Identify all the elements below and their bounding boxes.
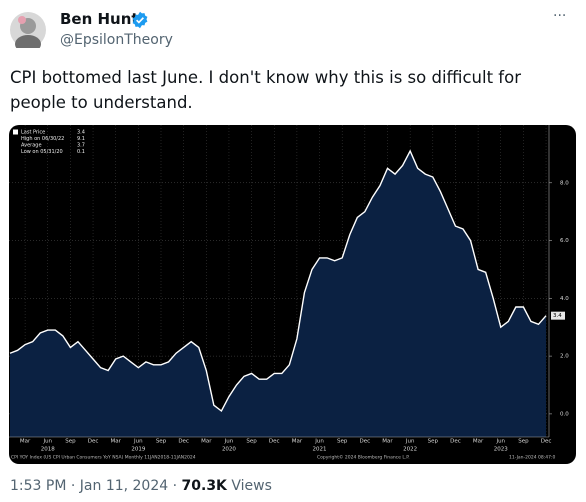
y-tick-label: 2.0: [560, 354, 569, 360]
author-handle[interactable]: @EpsilonTheory: [60, 32, 173, 48]
x-tick-label: Sep: [246, 439, 257, 445]
x-tick-label: Dec: [541, 439, 552, 445]
x-tick-label: Jun: [314, 439, 324, 445]
legend-label: Low on 05/31/20: [21, 149, 63, 155]
tweet-text: CPI bottomed last June. I don't know why…: [10, 68, 521, 112]
legend-value: 3.7: [77, 143, 85, 149]
x-tick-label: Mar: [473, 439, 484, 445]
x-tick-label: Jun: [224, 439, 234, 445]
tweet-meta: 1:53 PM · Jan 11, 2024 · 70.3K Views: [10, 478, 272, 494]
y-tick-label: 6.0: [560, 238, 569, 244]
x-tick-label: Jun: [495, 439, 505, 445]
x-tick-label: Sep: [65, 439, 76, 445]
year-label: 2018: [41, 447, 55, 453]
x-tick-label: Mar: [201, 439, 212, 445]
year-label: 2022: [403, 447, 417, 453]
separator: ·: [172, 478, 178, 494]
separator: ·: [70, 478, 76, 494]
y-tick-label: 0.0: [560, 411, 569, 417]
x-tick-label: Jun: [133, 439, 143, 445]
area-line: [9, 149, 547, 413]
chart-source: CPI YOY Index (US CPI Urban Consumers Yo…: [11, 455, 196, 461]
legend-label: Last Price: [21, 130, 45, 136]
x-tick-label: Sep: [428, 439, 439, 445]
year-label: 2020: [222, 447, 236, 453]
x-tick-label: Dec: [269, 439, 280, 445]
y-tick-label: 8.0: [560, 180, 569, 186]
legend-value: 3.4: [77, 130, 85, 136]
verified-badge: [132, 11, 148, 29]
last-price-tag: [551, 311, 565, 320]
author-name[interactable]: Ben Hunt: [60, 10, 139, 28]
date[interactable]: Jan 11, 2024: [79, 478, 169, 494]
x-tick-label: Sep: [518, 439, 529, 445]
year-label: 2023: [494, 447, 508, 453]
view-count: 70.3K: [181, 478, 227, 494]
legend-value: 9.1: [77, 136, 85, 142]
views-label: Views: [231, 478, 272, 494]
legend-swatch: [13, 129, 18, 135]
legend-value: 0.1: [77, 149, 85, 155]
x-tick-label: Jun: [42, 439, 52, 445]
chart-image: 0.0 2.0 4.0 6.0 8.0 Mar Jun Sep Dec Mar Jun Sep Dec M…: [9, 125, 576, 464]
x-tick-label: Sep: [337, 439, 348, 445]
x-tick-label: Dec: [178, 439, 189, 445]
legend-label: High on 06/30/22: [21, 136, 64, 142]
x-tick-label: Mar: [111, 439, 122, 445]
x-tick-label: Sep: [156, 439, 167, 445]
year-label: 2021: [313, 447, 327, 453]
time: 1:53 PM: [10, 478, 67, 494]
x-tick-label: Mar: [20, 439, 31, 445]
year-label: 2019: [131, 447, 145, 453]
x-tick-label: Dec: [360, 439, 371, 445]
chart-copyright: Copyright© 2024 Bloomberg Finance L.P.: [317, 454, 410, 461]
x-tick-label: Jun: [405, 439, 415, 445]
last-price-label: 3.4: [553, 313, 562, 319]
x-tick-label: Dec: [450, 439, 461, 445]
chart-timestamp: 11-Jan-2024 08:47:0: [509, 455, 556, 461]
area-fill: [10, 151, 547, 437]
x-tick-label: Mar: [292, 439, 303, 445]
y-tick-label: 4.0: [560, 296, 569, 302]
x-tick-label: Dec: [88, 439, 99, 445]
avatar[interactable]: [10, 12, 46, 48]
x-tick-label: Mar: [382, 439, 393, 445]
legend-label: Average: [21, 143, 42, 149]
more-button[interactable]: ···: [553, 8, 567, 24]
